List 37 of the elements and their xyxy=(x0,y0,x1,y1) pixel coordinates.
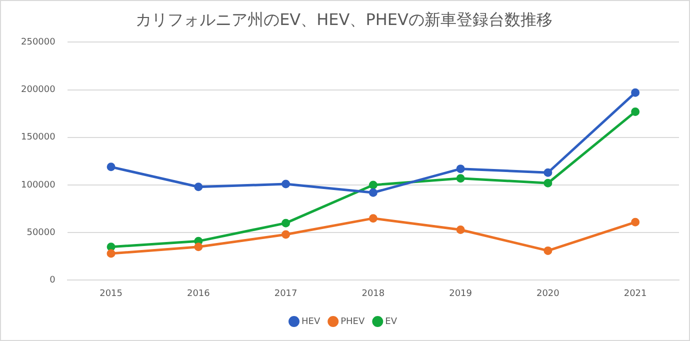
x-tick-label: 2018 xyxy=(362,288,385,299)
point xyxy=(282,230,290,239)
legend-label: EV xyxy=(385,316,398,327)
y-tick-label: 200000 xyxy=(20,85,56,96)
point xyxy=(456,225,465,234)
point xyxy=(368,188,378,197)
point xyxy=(631,88,640,97)
x-tick-label: 2016 xyxy=(186,288,210,299)
point xyxy=(106,242,116,252)
y-tick-label: 50000 xyxy=(26,228,56,238)
point xyxy=(106,162,116,172)
point xyxy=(544,246,552,255)
point xyxy=(456,164,465,174)
point xyxy=(282,180,290,188)
x-tick-label: 2020 xyxy=(536,288,560,299)
x-tick-label: 2019 xyxy=(449,288,472,299)
y-tick-label: 250000 xyxy=(20,38,56,48)
y-tick-label: 150000 xyxy=(20,132,56,143)
point xyxy=(631,218,640,226)
x-tick-label: 2015 xyxy=(100,288,122,299)
chart-title: カリフォルニア州のEV、HEV、PHEVの新車登録台数推移 xyxy=(136,10,552,29)
point xyxy=(456,174,465,183)
legend-label: HEV xyxy=(302,316,321,327)
legend-label: PHEV xyxy=(340,316,366,327)
x-tick-label: 2017 xyxy=(274,288,298,299)
y-tick-label: 100000 xyxy=(20,180,56,190)
x-tick-label: 2021 xyxy=(624,288,647,299)
point xyxy=(544,168,552,177)
point xyxy=(368,180,378,190)
point xyxy=(368,214,378,223)
point xyxy=(106,249,116,258)
point xyxy=(631,107,640,116)
y-tick-label: 0 xyxy=(50,276,56,286)
point xyxy=(194,242,203,252)
point xyxy=(282,218,290,228)
point xyxy=(544,178,552,188)
point xyxy=(194,182,203,192)
